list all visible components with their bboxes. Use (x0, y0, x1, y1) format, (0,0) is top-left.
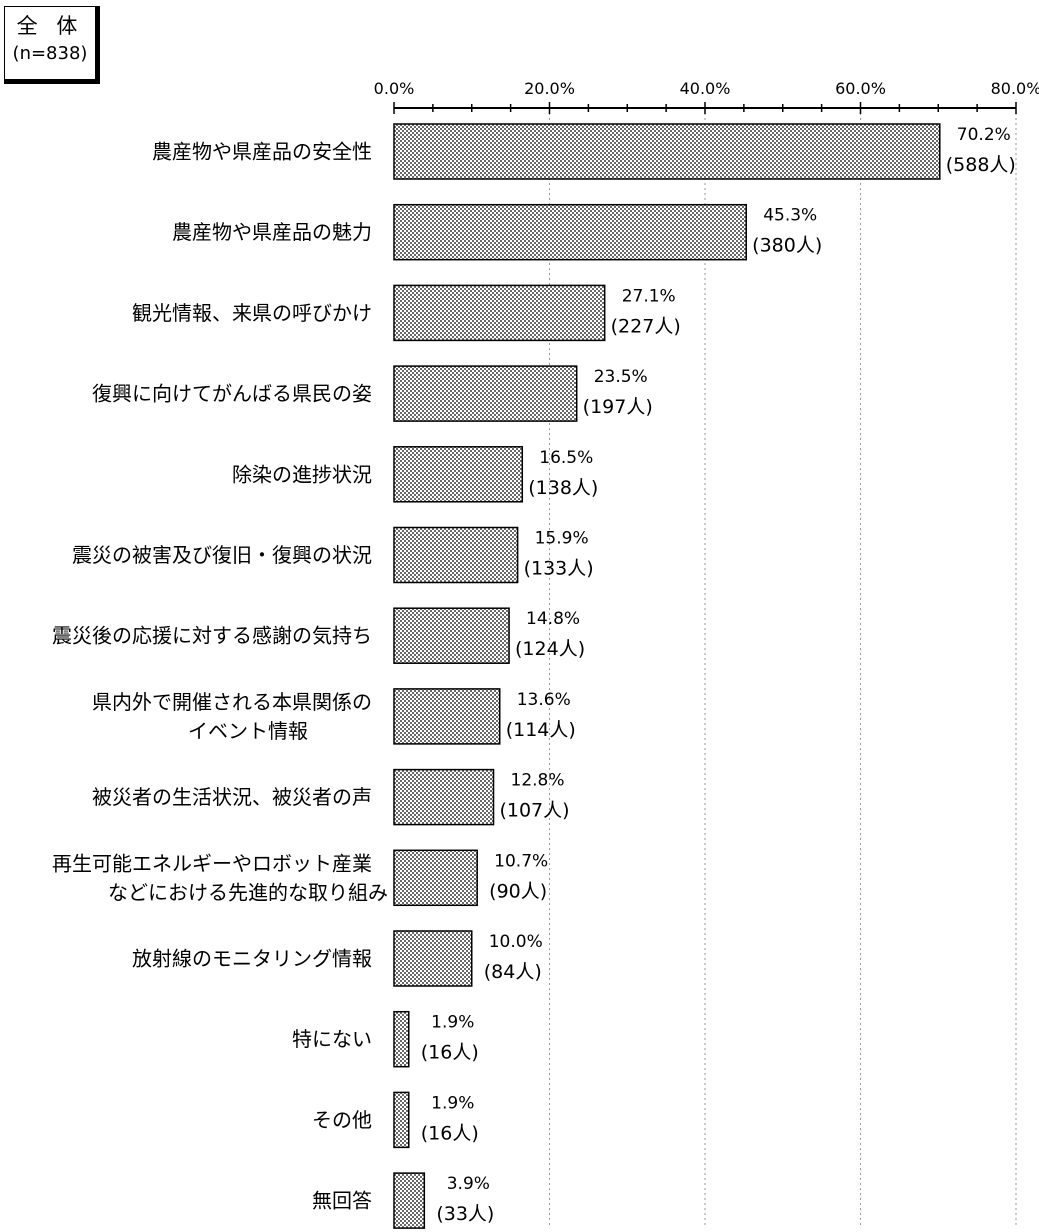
data-label-percent: 1.9% (431, 1093, 474, 1113)
data-label-count: (133人) (524, 558, 594, 580)
labels: 農産物や県産品の安全性 70.2% (588人) 農産物や県産品の魅力 45.3% (38… (52, 125, 1016, 1225)
data-label-count: (588人) (946, 154, 1016, 176)
data-label-percent: 3.9% (447, 1174, 490, 1194)
data-label-count: (124人) (515, 638, 585, 660)
data-label-count: (33人) (436, 1203, 494, 1225)
category-label: 県内外で開催される本県関係の (92, 690, 372, 714)
category-label: 被災者の生活状況、被災者の声 (92, 785, 372, 809)
legend-sample-size: (n=838) (12, 43, 88, 64)
x-tick-label: 60.0% (835, 79, 886, 98)
data-label-count: (197人) (583, 396, 653, 418)
data-label-count: (84人) (484, 961, 542, 983)
bar (393, 688, 501, 745)
legend-title: 全 体 (16, 14, 84, 38)
category-label: 復興に向けてがんばる県民の姿 (92, 382, 372, 406)
sample-size-box: 全 体 (n=838) (4, 6, 100, 84)
data-label-percent: 10.7% (494, 851, 548, 871)
data-label-percent: 14.8% (526, 609, 580, 629)
data-label-count: (107人) (499, 800, 569, 822)
category-label: 観光情報、来県の呼びかけ (132, 301, 372, 325)
category-label: 放射線のモニタリング情報 (132, 947, 372, 971)
bar (393, 1172, 426, 1229)
category-label: 無回答 (312, 1189, 372, 1213)
bar (393, 849, 478, 907)
data-label-percent: 23.5% (594, 367, 648, 387)
data-label-count: (227人) (611, 315, 681, 337)
data-label-count: (16人) (421, 1122, 479, 1144)
data-label-percent: 70.2% (957, 125, 1011, 145)
bar (393, 284, 606, 342)
bar (393, 123, 941, 180)
bar (393, 365, 578, 422)
bar (393, 768, 495, 826)
data-label-percent: 12.8% (511, 771, 565, 791)
data-label-count: (380人) (752, 235, 822, 257)
bar (393, 1010, 410, 1068)
bar (393, 930, 473, 987)
category-label: 震災の被害及び復旧・復興の状況 (72, 543, 372, 567)
data-label-percent: 10.0% (489, 932, 543, 952)
x-tick-label: 20.0% (524, 79, 575, 98)
data-label-count: (90人) (489, 880, 547, 902)
bar (393, 526, 519, 584)
data-label-count: (114人) (506, 719, 576, 741)
bars (393, 123, 941, 1229)
bar (393, 607, 510, 664)
x-tick-label: 40.0% (680, 79, 731, 98)
data-label-percent: 1.9% (431, 1013, 474, 1033)
bar (393, 203, 747, 261)
category-label: 特にない (292, 1027, 372, 1051)
bar (393, 446, 524, 503)
category-label: その他 (312, 1108, 372, 1132)
category-label: 除染の進捗状況 (232, 462, 372, 486)
category-label: イベント情報 (188, 719, 308, 743)
category-label: などにおける先進的な取り組み (108, 880, 388, 904)
category-label: 農産物や県産品の安全性 (152, 140, 372, 164)
grid-lines (549, 108, 1017, 1229)
bar (393, 1091, 410, 1149)
x-tick-label: 0.0% (374, 79, 415, 98)
data-label-percent: 45.3% (763, 206, 817, 226)
data-label-percent: 13.6% (517, 690, 571, 710)
data-label-count: (138人) (528, 477, 598, 499)
category-label: 再生可能エネルギーやロボット産業 (52, 851, 372, 875)
category-label: 農産物や県産品の魅力 (172, 220, 372, 244)
data-label-count: (16人) (421, 1042, 479, 1064)
x-axis: 0.0% 20.0% 40.0% 60.0% 80.0% (374, 79, 1039, 114)
data-label-percent: 16.5% (539, 448, 593, 468)
category-label: 震災後の応援に対する感謝の気持ち (52, 624, 372, 648)
x-tick-label: 80.0% (991, 79, 1039, 98)
data-label-percent: 15.9% (535, 529, 589, 549)
sample-size-box-inner: 全 体 (n=838) (4, 6, 96, 80)
data-label-percent: 27.1% (622, 286, 676, 306)
